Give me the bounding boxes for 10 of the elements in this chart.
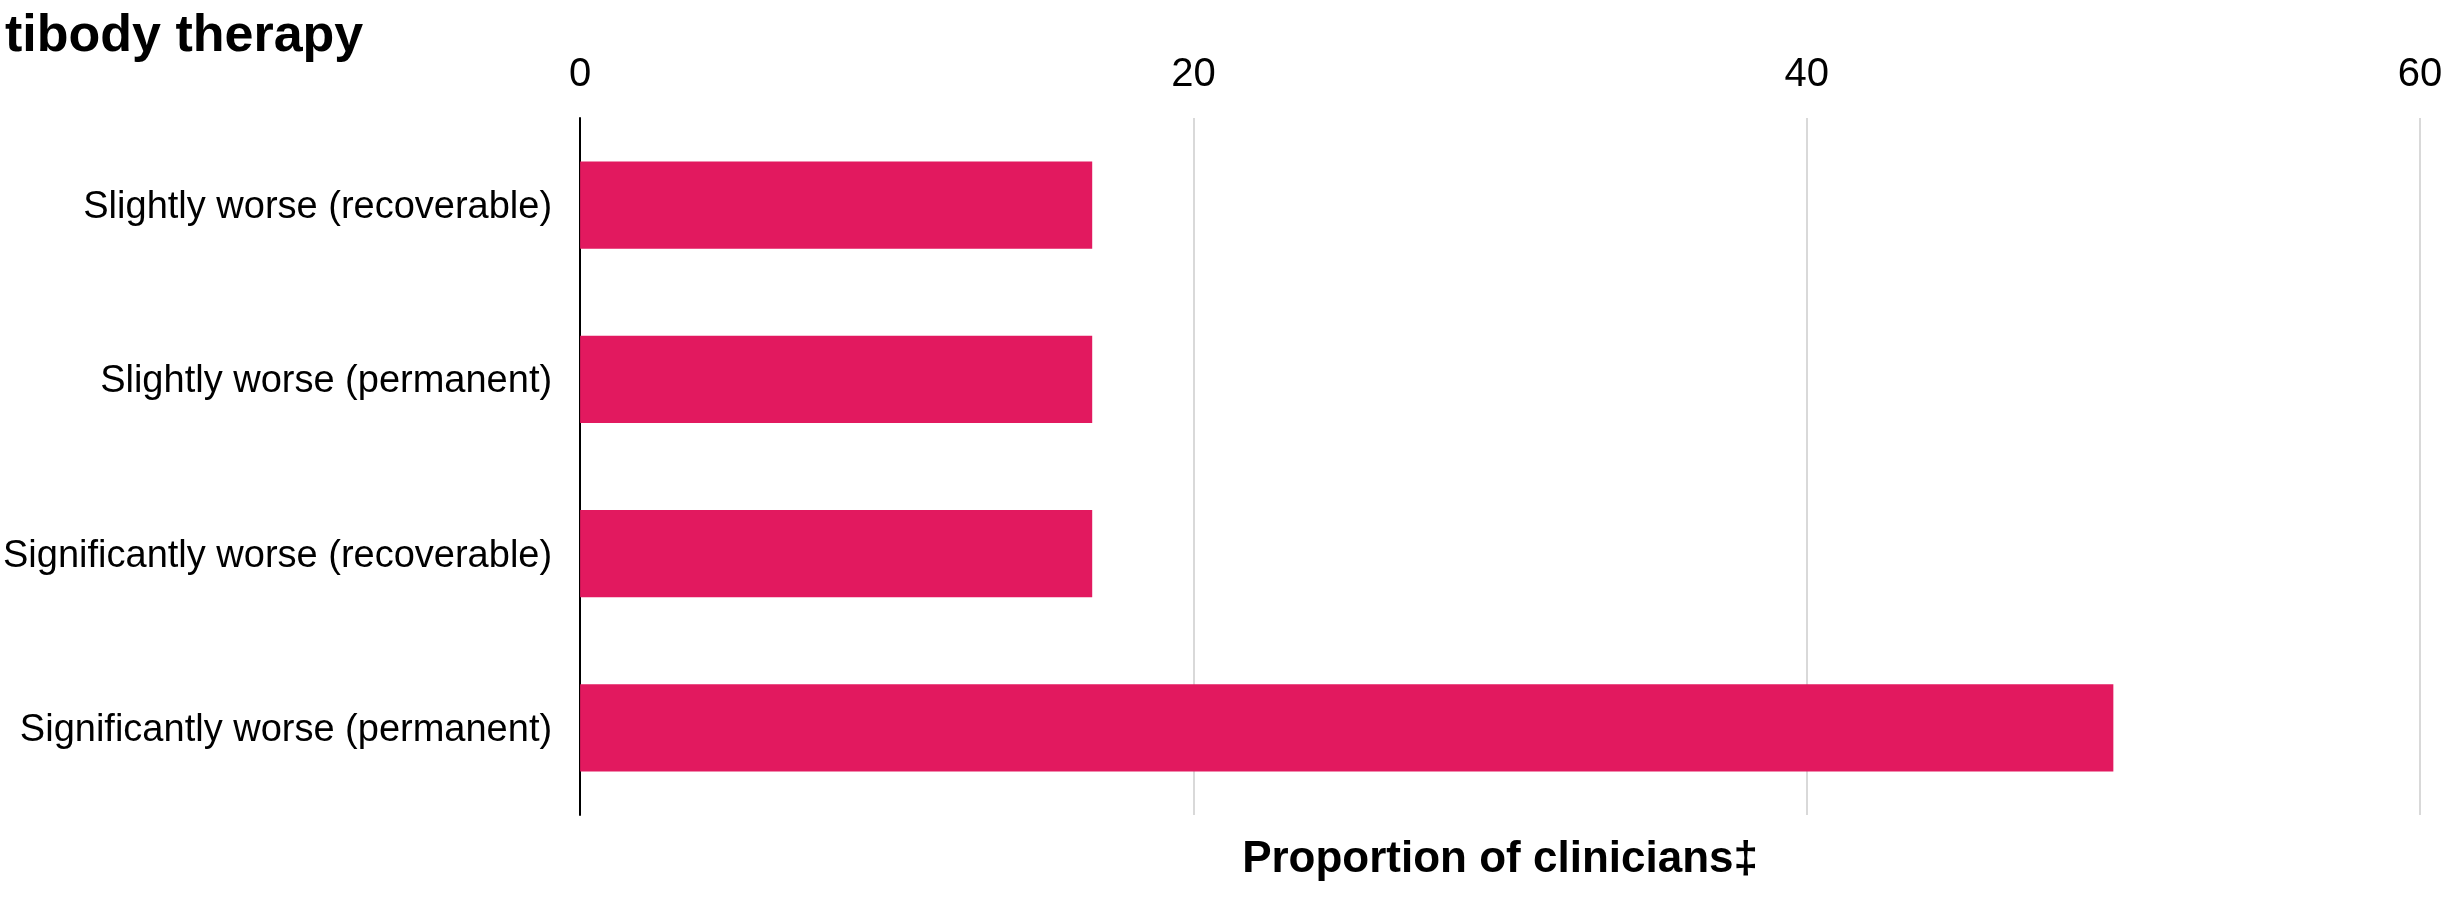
x-tick-label: 60 [2397, 50, 2443, 94]
y-tick-label: Significantly worse (recoverable) [3, 532, 553, 575]
x-tick-label: 0 [568, 50, 592, 94]
chart-title: tibody therapy [5, 4, 364, 62]
y-tick-label: Slightly worse (permanent) [100, 358, 553, 401]
y-tick-label: Significantly worse (permanent) [19, 706, 553, 749]
x-tick-label: 40 [1784, 50, 1829, 94]
x-tick-label: 20 [1171, 50, 1216, 94]
x-axis-title: Proportion of clinicians‡ [1242, 831, 1758, 881]
y-tick-label: Slightly worse (recoverable) [83, 184, 553, 227]
